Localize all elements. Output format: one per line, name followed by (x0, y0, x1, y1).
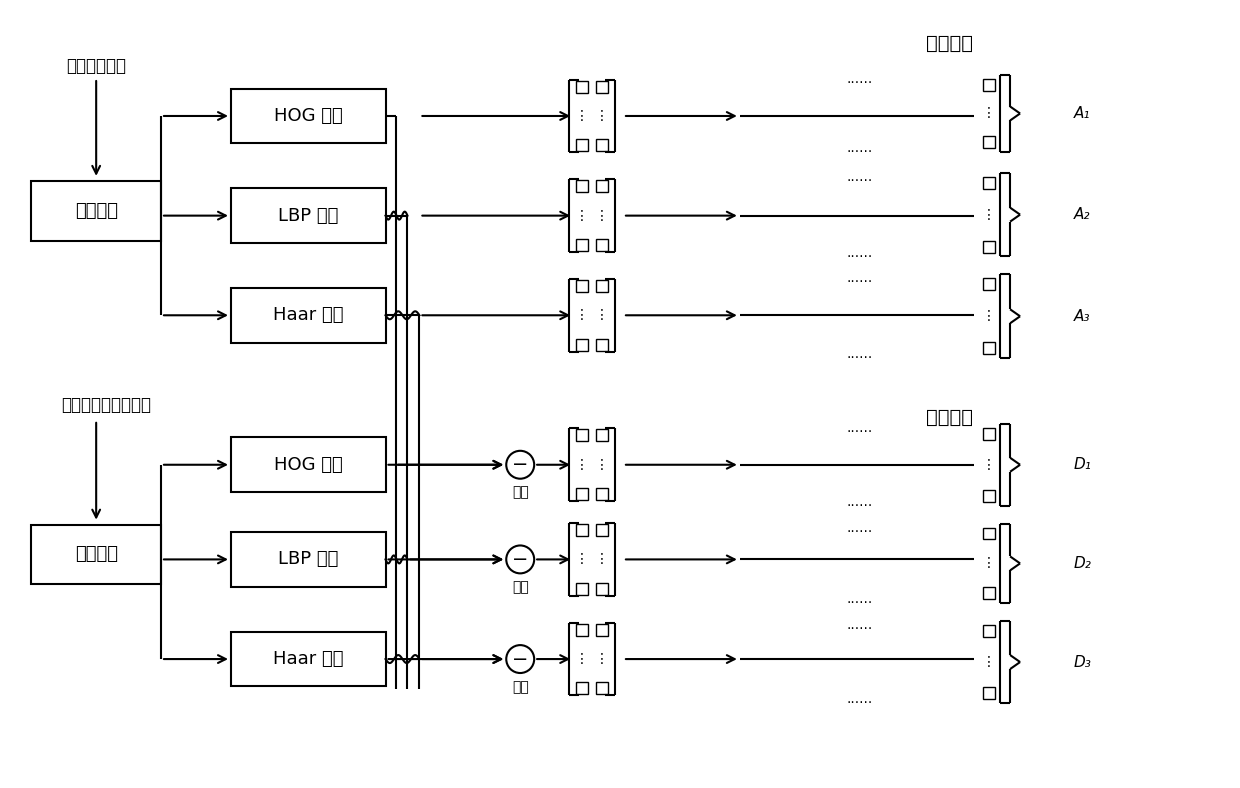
Text: ⋮: ⋮ (595, 109, 609, 123)
Bar (231, 188, 386, 243)
Bar (596, 682, 608, 694)
Text: ⋮: ⋮ (575, 109, 589, 123)
Bar (596, 339, 608, 351)
Text: ......: ...... (847, 169, 873, 184)
Text: ......: ...... (847, 495, 873, 508)
Text: ⋮: ⋮ (982, 309, 996, 323)
Text: 特定表情的人脸图像: 特定表情的人脸图像 (61, 396, 151, 414)
Bar (983, 278, 996, 290)
Text: ⋮: ⋮ (575, 552, 589, 567)
Text: ......: ...... (847, 421, 873, 435)
Bar (983, 136, 996, 148)
Bar (577, 180, 588, 192)
Bar (983, 587, 996, 599)
Text: ......: ...... (847, 593, 873, 606)
Text: ⋮: ⋮ (575, 209, 589, 223)
Text: ......: ...... (847, 246, 873, 259)
Text: ......: ...... (847, 271, 873, 285)
Bar (983, 527, 996, 540)
Text: −: − (512, 649, 528, 668)
Text: HOG 特征: HOG 特征 (274, 455, 342, 474)
Text: ......: ...... (847, 348, 873, 361)
Text: 特征提取: 特征提取 (74, 545, 118, 563)
Bar (577, 583, 588, 595)
Text: D₁: D₁ (1074, 457, 1092, 472)
Text: 减去: 减去 (512, 580, 528, 594)
Text: 减去: 减去 (512, 680, 528, 694)
Text: ⋮: ⋮ (595, 652, 609, 666)
Text: 特性字典: 特性字典 (926, 408, 972, 427)
Bar (577, 280, 588, 292)
Text: A₁: A₁ (1074, 106, 1090, 121)
Text: ⋮: ⋮ (595, 308, 609, 322)
Text: A₃: A₃ (1074, 309, 1090, 324)
Bar (231, 632, 386, 686)
Bar (31, 180, 161, 240)
Bar (577, 339, 588, 351)
Bar (983, 687, 996, 699)
Bar (231, 532, 386, 587)
Bar (596, 429, 608, 441)
Text: 减去: 减去 (512, 485, 528, 500)
Bar (596, 623, 608, 636)
Text: ⋮: ⋮ (575, 458, 589, 472)
Bar (231, 437, 386, 492)
Text: ⋮: ⋮ (595, 209, 609, 223)
Bar (983, 342, 996, 354)
Bar (31, 525, 161, 585)
Bar (596, 80, 608, 92)
Bar (596, 139, 608, 151)
Text: −: − (512, 455, 528, 474)
Bar (577, 80, 588, 92)
Text: D₂: D₂ (1074, 556, 1092, 571)
Text: ......: ...... (847, 72, 873, 86)
Bar (596, 239, 608, 251)
Text: 普通人脸图像: 普通人脸图像 (66, 58, 126, 75)
Bar (231, 288, 386, 343)
Bar (596, 180, 608, 192)
Text: ⋮: ⋮ (982, 207, 996, 221)
Text: ......: ...... (847, 521, 873, 534)
Bar (577, 623, 588, 636)
Text: ⋮: ⋮ (982, 556, 996, 571)
Text: Haar 特征: Haar 特征 (273, 650, 343, 668)
Bar (596, 280, 608, 292)
Bar (983, 489, 996, 502)
Text: LBP 特征: LBP 特征 (278, 206, 339, 225)
Bar (231, 88, 386, 143)
Bar (983, 79, 996, 91)
Bar (577, 682, 588, 694)
Text: ⋮: ⋮ (982, 458, 996, 472)
Text: 标称字典: 标称字典 (926, 34, 972, 53)
Text: 特征提取: 特征提取 (74, 202, 118, 220)
Bar (596, 489, 608, 500)
Bar (983, 428, 996, 440)
Text: −: − (512, 550, 528, 569)
Bar (983, 240, 996, 252)
Text: LBP 特征: LBP 特征 (278, 550, 339, 568)
Text: ⋮: ⋮ (595, 458, 609, 472)
Bar (577, 429, 588, 441)
Bar (983, 625, 996, 637)
Bar (577, 239, 588, 251)
Text: ......: ...... (847, 141, 873, 155)
Text: A₂: A₂ (1074, 207, 1090, 222)
Text: ⋮: ⋮ (595, 552, 609, 567)
Text: ⋮: ⋮ (575, 652, 589, 666)
Bar (577, 524, 588, 536)
Text: D₃: D₃ (1074, 655, 1092, 670)
Bar (577, 489, 588, 500)
Text: HOG 特征: HOG 特征 (274, 107, 342, 125)
Text: ⋮: ⋮ (575, 308, 589, 322)
Bar (596, 583, 608, 595)
Bar (577, 139, 588, 151)
Text: ⋮: ⋮ (982, 655, 996, 669)
Text: Haar 特征: Haar 特征 (273, 307, 343, 325)
Text: ......: ...... (847, 618, 873, 632)
Text: ......: ...... (847, 692, 873, 706)
Bar (596, 524, 608, 536)
Bar (983, 177, 996, 189)
Text: ⋮: ⋮ (982, 106, 996, 121)
